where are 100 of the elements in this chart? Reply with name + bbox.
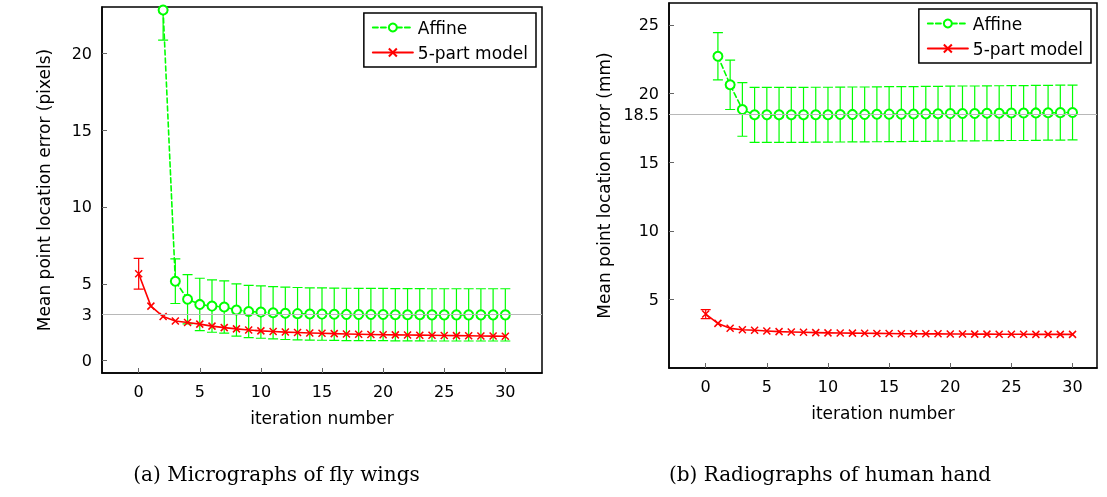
point [823, 328, 833, 338]
point [169, 275, 181, 287]
y-tick-label: 10 [638, 221, 659, 241]
point [293, 328, 302, 337]
y-tick-label: 20 [638, 84, 659, 104]
y-tick-label: 5 [648, 289, 659, 309]
x-tick-label: 25 [1001, 376, 1022, 396]
point [354, 330, 363, 339]
point [774, 327, 784, 336]
point [1068, 330, 1077, 339]
y-tick-label: 3 [81, 305, 92, 325]
legend-label: Affine [972, 13, 1023, 34]
legend-label: 5-part model [972, 38, 1083, 59]
point [909, 329, 918, 338]
point [725, 324, 735, 333]
point [762, 326, 772, 336]
y-axis-title: Mean point location error (pixels) [33, 48, 54, 332]
x-tick-label: 15 [311, 381, 333, 401]
point [281, 327, 290, 337]
point [342, 329, 351, 339]
x-tick-label: 10 [817, 376, 839, 396]
x-tick-label: 20 [940, 376, 961, 396]
x-tick-label: 20 [372, 381, 394, 401]
point [982, 329, 992, 339]
point [439, 331, 449, 340]
x-tick-label: 0 [700, 376, 711, 396]
point [464, 331, 473, 341]
y-tick-label: 20 [71, 43, 92, 63]
point [134, 269, 143, 278]
y-tick-label: 15 [638, 152, 659, 172]
point [476, 331, 486, 341]
point [415, 330, 425, 340]
point [452, 331, 461, 340]
x-tick-label: 5 [761, 376, 772, 396]
point [195, 319, 205, 329]
point [329, 329, 339, 338]
y-axis-title: Mean point location error (mm) [593, 52, 614, 319]
point [897, 329, 906, 338]
point [230, 304, 242, 316]
y-tick-label: 25 [638, 15, 659, 35]
point [712, 50, 724, 62]
point [366, 330, 376, 339]
point [787, 327, 796, 337]
point [378, 330, 388, 339]
point [244, 325, 253, 335]
y-tick-label: 18.5 [623, 104, 659, 124]
legend-label: 5-part model [417, 42, 528, 63]
text: (b) Radiographs of human hand [668, 462, 992, 486]
text: (a) Micrographs of fly wings [133, 462, 420, 486]
point [171, 316, 180, 326]
point [219, 323, 229, 332]
point [403, 330, 412, 340]
point [158, 312, 168, 321]
point [848, 328, 857, 338]
point [183, 318, 192, 327]
point [958, 329, 967, 339]
point [872, 329, 882, 338]
point [146, 301, 156, 311]
point [799, 328, 808, 337]
x-tick-label: 0 [133, 381, 144, 401]
point [256, 326, 266, 336]
x-axis-title: iteration number [250, 407, 394, 428]
point [994, 329, 1004, 339]
x-tick-label: 10 [250, 381, 272, 401]
point [1031, 330, 1041, 339]
point [317, 329, 327, 338]
point [884, 329, 894, 338]
point [738, 325, 747, 334]
x-tick-label: 5 [194, 381, 205, 401]
point [206, 300, 218, 312]
x-tick-label: 25 [434, 381, 455, 401]
point [724, 79, 736, 91]
point [157, 4, 169, 16]
y-tick-label: 10 [71, 197, 92, 217]
x-tick-label: 30 [1062, 376, 1083, 396]
point [207, 321, 217, 331]
point [946, 329, 955, 339]
point [1019, 329, 1028, 339]
point [1056, 330, 1065, 339]
point [268, 327, 278, 336]
point [218, 301, 230, 313]
point [860, 329, 869, 338]
x-tick-label: 30 [495, 381, 516, 401]
point [501, 332, 510, 341]
x-axis-title: iteration number [811, 402, 955, 423]
point [305, 328, 315, 338]
point [736, 103, 748, 115]
point [182, 293, 194, 305]
point [194, 298, 206, 310]
y-tick-label: 15 [71, 120, 92, 140]
point [835, 328, 845, 338]
point [713, 319, 723, 328]
legend-label: Affine [417, 17, 468, 38]
point [970, 329, 979, 339]
point [391, 330, 400, 340]
point [488, 331, 498, 341]
point [921, 329, 931, 339]
y-tick-label: 0 [81, 351, 92, 371]
point [933, 329, 943, 339]
point [1007, 329, 1016, 339]
